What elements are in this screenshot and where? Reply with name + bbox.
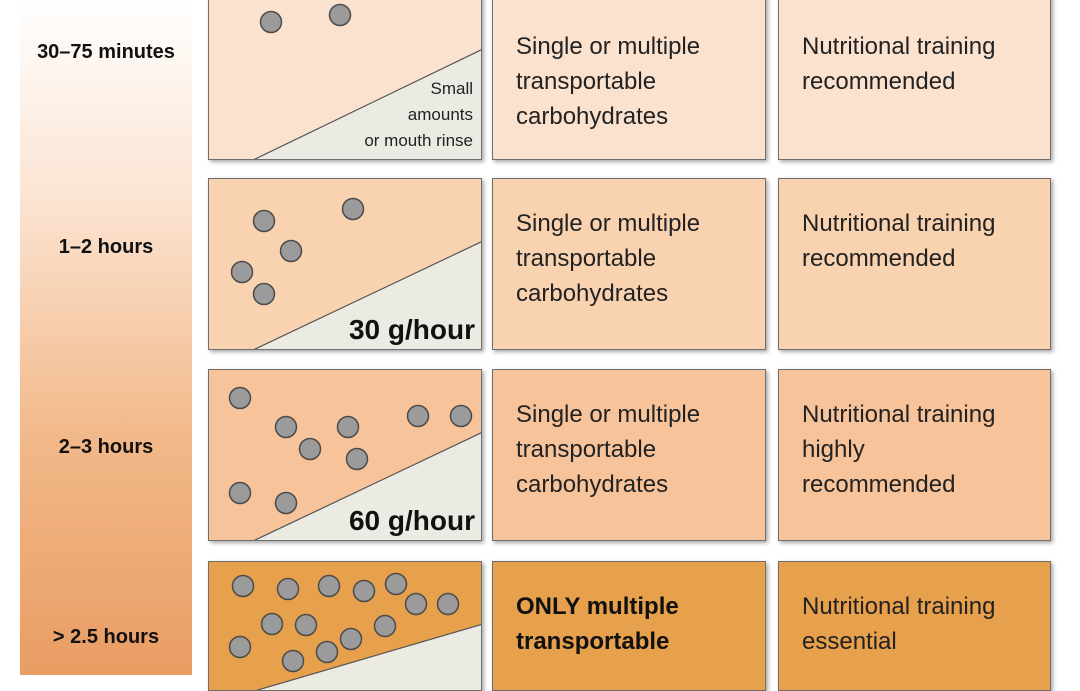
carbohydrate-particle [315, 640, 339, 664]
carbohydrate-particle [317, 574, 341, 598]
carbohydrate-particle [341, 197, 365, 221]
carbohydrate-particle [252, 209, 276, 233]
carbohydrate-particle [228, 386, 252, 410]
carbohydrate-particle [230, 260, 254, 284]
carbohydrate-particle [384, 572, 408, 596]
carbohydrate-type-cell-1: Single or multiple transportable carbohy… [492, 0, 766, 160]
carbohydrate-particle [345, 447, 369, 471]
intake-graphic-2 [230, 197, 481, 349]
carbohydrate-particle [294, 613, 318, 637]
carbohydrate-particle [260, 612, 284, 636]
carbohydrate-particle [406, 404, 430, 428]
carbohydrate-type-cell-2: Single or multiple transportable carbohy… [492, 178, 766, 350]
carbohydrate-particle [228, 481, 252, 505]
carbohydrate-particle [328, 3, 352, 27]
carbohydrate-particle [298, 437, 322, 461]
carbohydrate-particle [231, 574, 255, 598]
intake-cell-1: Small amounts or mouth rinse [208, 0, 482, 160]
intake-note-1: Small amounts or mouth rinse [364, 79, 473, 150]
intake-cell-2: 30 g/hour [208, 178, 482, 350]
intake-wedge [253, 432, 481, 540]
carbohydrate-particle [259, 10, 283, 34]
carbohydrate-type-cell-3: Single or multiple transportable carbohy… [492, 369, 766, 541]
carbohydrate-type-text-1: Single or multiple transportable carbohy… [516, 33, 701, 130]
carbohydrate-particle [436, 592, 460, 616]
training-cell-2: Nutritional training recommended [778, 178, 1051, 350]
training-text-4: Nutritional training essential [802, 593, 996, 655]
intake-label-3: 60 g/hour [348, 505, 475, 536]
carbohydrate-particle [274, 491, 298, 515]
training-cell-3: Nutritional training highly recommended [778, 369, 1051, 541]
carbohydrate-particle [404, 592, 428, 616]
intake-graphic-4 [228, 572, 481, 690]
training-text-2: Nutritional training recommended [802, 210, 996, 272]
carbohydrate-particle [276, 577, 300, 601]
duration-gradient-bar [20, 0, 192, 675]
intake-wedge [253, 49, 481, 159]
training-cell-1: Nutritional training recommended [778, 0, 1051, 160]
intake-wedge [255, 623, 481, 690]
carbohydrate-particle [279, 239, 303, 263]
carbohydrate-type-text-3: Single or multiple transportable carbohy… [516, 401, 701, 498]
carbohydrate-type-text-2: Single or multiple transportable carbohy… [516, 210, 701, 307]
intake-wedge [253, 241, 481, 349]
carbohydrate-particle [252, 282, 276, 306]
carbohydrate-particle [281, 649, 305, 673]
intake-label-2: 30 g/hour [348, 314, 475, 345]
intake-graphic-1 [253, 3, 481, 159]
duration-label-3: 2–3 hours [58, 436, 154, 458]
carbohydrate-type-text-4: ONLY multiple transportable [516, 593, 679, 655]
carbohydrate-particle [449, 404, 473, 428]
carbohydrate-particle [228, 635, 252, 659]
intake-graphic-3 [228, 386, 481, 540]
intake-cell-3: 60 g/hour [208, 369, 482, 541]
training-text-3: Nutritional training highly recommended [802, 401, 996, 498]
duration-label-1: 30–75 minutes [37, 41, 175, 63]
duration-label-4: > 2.5 hours [52, 626, 160, 648]
carbohydrate-particle [373, 614, 397, 638]
carbohydrate-particle [339, 627, 363, 651]
training-cell-4: Nutritional training essential [778, 561, 1051, 691]
duration-label-2: 1–2 hours [58, 236, 154, 258]
training-text-1: Nutritional training recommended [802, 33, 996, 95]
carbohydrate-particle [336, 415, 360, 439]
intake-cell-4 [208, 561, 482, 691]
carbohydrate-particle [274, 415, 298, 439]
carbohydrate-particle [352, 579, 376, 603]
carbohydrate-type-cell-4: ONLY multiple transportable [492, 561, 766, 691]
